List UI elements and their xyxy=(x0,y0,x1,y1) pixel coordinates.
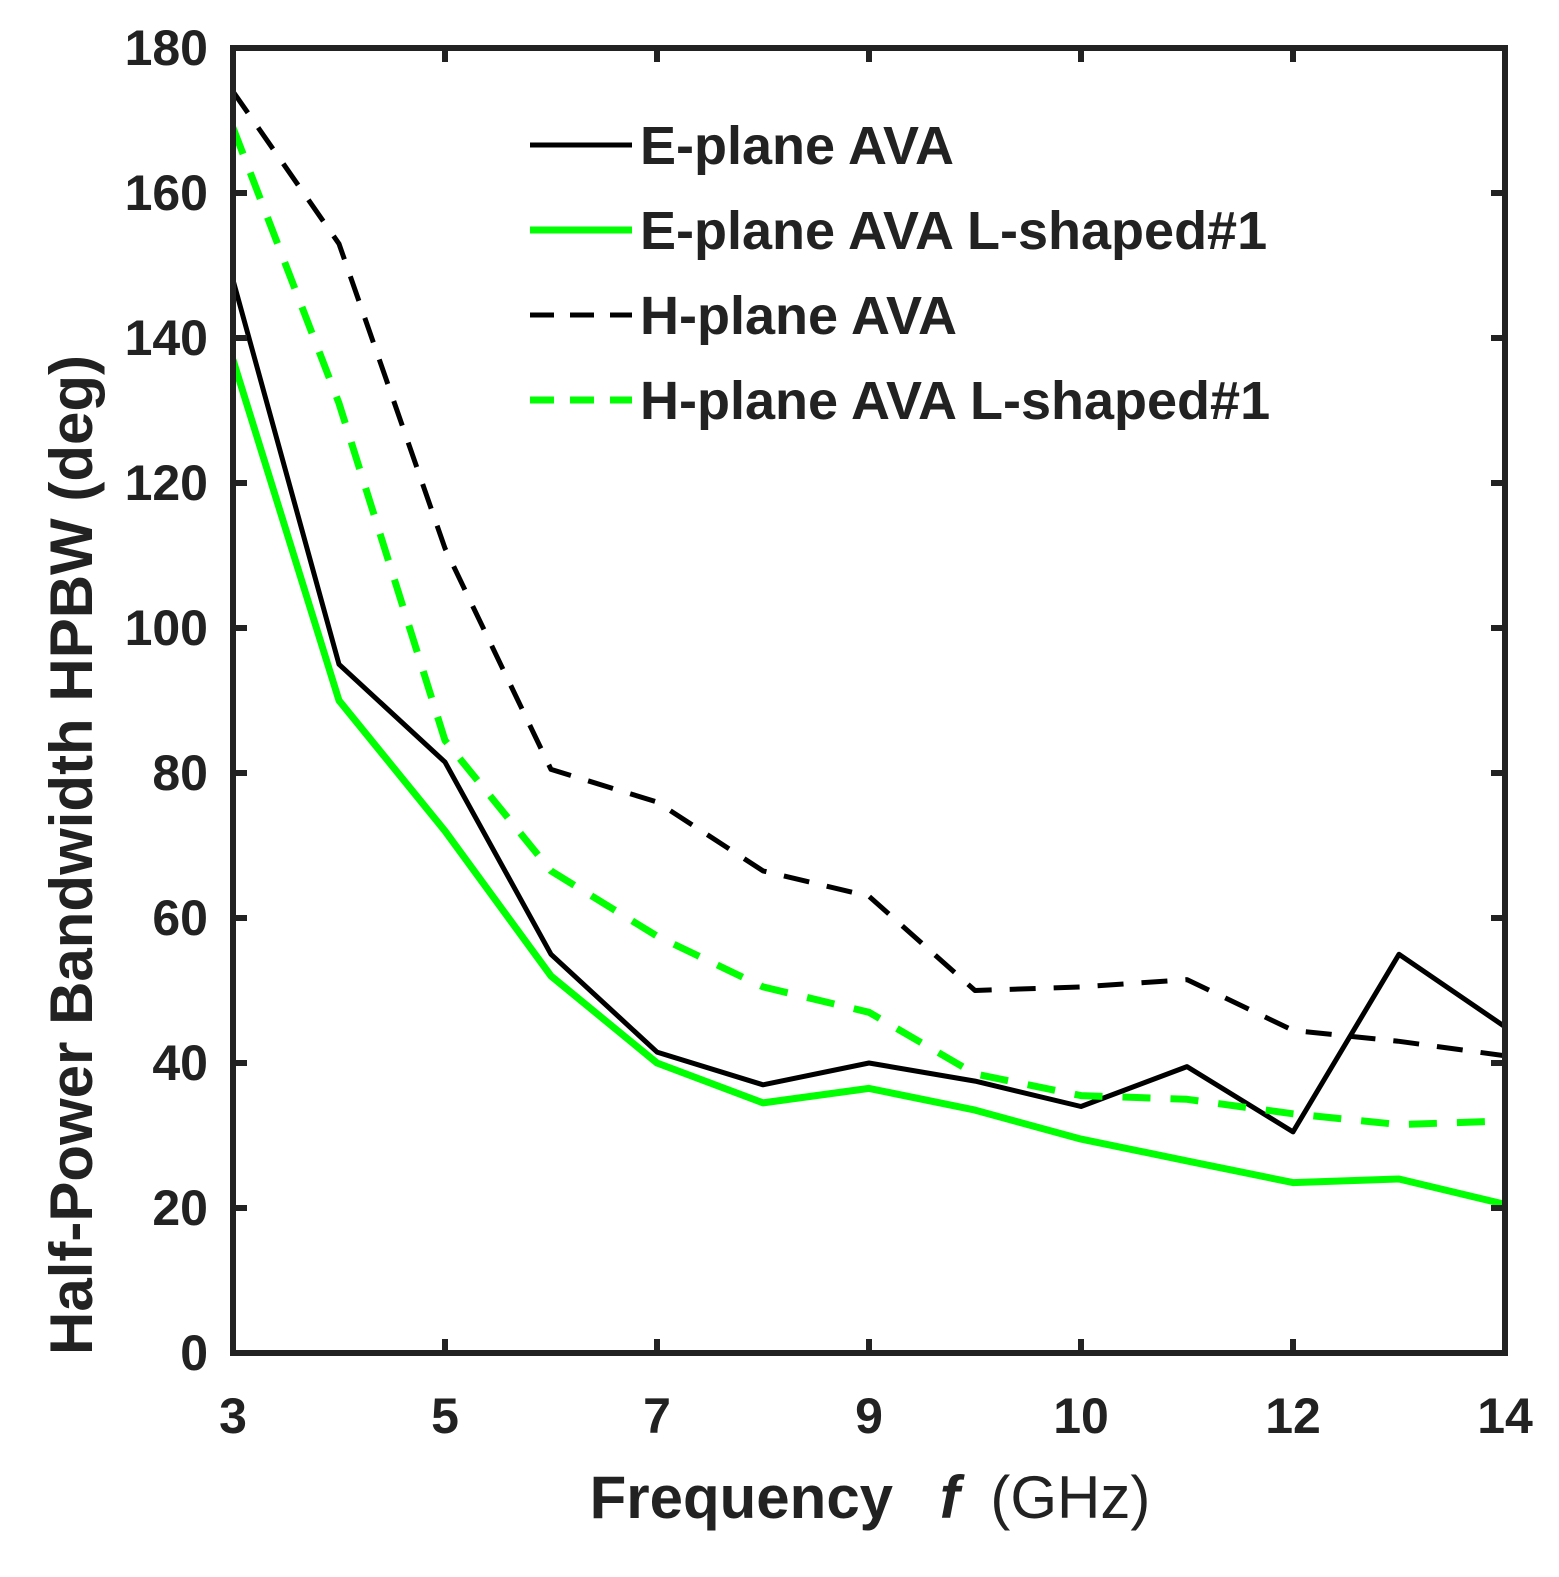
y-tick-label-0: 0 xyxy=(180,1325,208,1381)
x-axis-label-var: f xyxy=(940,1464,965,1531)
y-tick-label-160: 160 xyxy=(125,165,208,221)
y-tick-label-180: 180 xyxy=(125,20,208,76)
x-tick-label-12: 12 xyxy=(1265,1388,1321,1444)
y-tick-label-20: 20 xyxy=(152,1180,208,1236)
x-tick-label-14: 14 xyxy=(1477,1388,1533,1444)
x-axis-label-main: Frequency xyxy=(590,1464,894,1531)
x-tick-label-7: 7 xyxy=(643,1388,671,1444)
x-axis-label: Frequency f (GHz) xyxy=(590,1464,1151,1531)
y-tick-label-40: 40 xyxy=(152,1035,208,1091)
y-tick-label-60: 60 xyxy=(152,890,208,946)
axes: 0 20 40 60 80 100 120 140 160 180 3 5 7 9 10 12 14 xyxy=(125,20,1533,1444)
plot-area xyxy=(233,90,1505,1208)
y-tick-label-120: 120 xyxy=(125,455,208,511)
x-tick-label-3: 3 xyxy=(219,1388,247,1444)
y-axis-label: Half-Power Bandwidth HPBW (deg) xyxy=(38,355,105,1355)
legend-label-4: H-plane AVA L-shaped#1 xyxy=(640,371,1270,431)
series-line-4 xyxy=(233,126,1505,1129)
series-line-1 xyxy=(233,279,1505,1135)
x-axis-label-unit: (GHz) xyxy=(990,1464,1150,1531)
y-tick-label-100: 100 xyxy=(125,600,208,656)
series-group xyxy=(233,90,1505,1208)
x-tick-label-9: 9 xyxy=(855,1388,883,1444)
legend-label-2: E-plane AVA L-shaped#1 xyxy=(640,201,1267,261)
series-line-3 xyxy=(233,90,1505,1059)
y-tick-label-140: 140 xyxy=(125,310,208,366)
legend-label-3: H-plane AVA xyxy=(640,286,957,346)
x-tick-label-5: 5 xyxy=(431,1388,459,1444)
legend-label-1: E-plane AVA xyxy=(640,116,954,176)
series-line-2 xyxy=(233,358,1505,1208)
legend: E-plane AVA E-plane AVA L-shaped#1 H-plane… xyxy=(530,116,1270,431)
y-tick-label-80: 80 xyxy=(152,745,208,801)
x-tick-label-10: 10 xyxy=(1053,1388,1109,1444)
